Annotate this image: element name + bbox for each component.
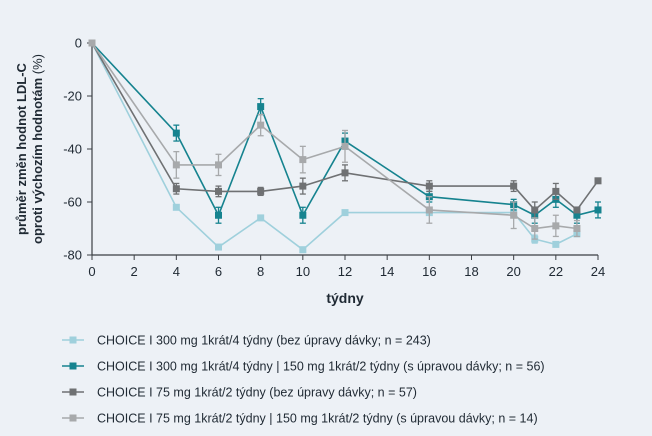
- data-point: [299, 156, 307, 164]
- data-point: [299, 246, 307, 254]
- legend-marker: [69, 388, 77, 396]
- data-point: [257, 187, 265, 195]
- y-tick-label: 0: [75, 36, 82, 51]
- data-point: [172, 161, 180, 169]
- data-point: [215, 243, 222, 251]
- data-point: [257, 214, 265, 222]
- legend-item-4: CHOICE I 75 mg 1krát/2 týdny | 150 mg 1k…: [62, 412, 538, 426]
- series-1: [88, 39, 581, 254]
- x-tick-label: 20: [506, 264, 520, 279]
- x-tick-label: 10: [296, 264, 310, 279]
- x-tick-label: 4: [173, 264, 180, 279]
- legend-item-2: CHOICE I 300 mg 1krát/4 týdny | 150 mg 1…: [62, 360, 545, 374]
- y-tick-label: -20: [63, 89, 82, 104]
- y-axis-title-line-2: oproti výchozím hodnotám (%): [30, 54, 45, 244]
- series-layer: [88, 39, 602, 254]
- data-point: [299, 211, 307, 219]
- series-line: [91, 42, 578, 230]
- x-tick-label: 24: [591, 264, 605, 279]
- data-point: [172, 129, 180, 137]
- data-point: [531, 206, 539, 214]
- x-tick-label: 8: [257, 264, 264, 279]
- legend: CHOICE I 300 mg 1krát/4 týdny (bez úprav…: [62, 334, 545, 426]
- data-point: [510, 182, 518, 190]
- legend-label: CHOICE I 300 mg 1krát/4 týdny (bez úprav…: [97, 334, 431, 348]
- data-point: [215, 161, 222, 169]
- y-axis-unit: (%): [30, 54, 45, 74]
- legend-marker: [69, 362, 77, 370]
- data-point: [594, 177, 602, 185]
- data-point: [573, 206, 581, 214]
- data-point: [594, 206, 602, 214]
- legend-item-3: CHOICE I 75 mg 1krát/2 týdny (bez úpravy…: [62, 386, 417, 400]
- y-axis-title-line-2-text: oproti výchozím hodnotám: [30, 78, 45, 244]
- data-point: [573, 211, 581, 219]
- data-point: [425, 182, 433, 190]
- legend-label: CHOICE I 75 mg 1krát/2 týdny | 150 mg 1k…: [97, 412, 538, 426]
- series-line: [91, 42, 578, 251]
- data-point: [341, 169, 349, 177]
- x-tick-label: 14: [380, 264, 394, 279]
- series-line: [91, 42, 599, 218]
- data-point: [172, 203, 180, 211]
- data-point: [257, 121, 265, 129]
- legend-label: CHOICE I 75 mg 1krát/2 týdny (bez úpravy…: [97, 386, 417, 400]
- y-tick-label: -80: [63, 248, 82, 263]
- y-axis-title-line-1: průměr změn hodnot LDL-C: [14, 62, 29, 234]
- data-point: [172, 185, 180, 193]
- data-point: [510, 211, 518, 219]
- x-tick-label: 0: [88, 264, 95, 279]
- x-tick-label: 12: [338, 264, 352, 279]
- x-tick-label: 2: [131, 264, 138, 279]
- data-point: [88, 39, 96, 47]
- y-tick-label: -60: [63, 195, 82, 210]
- data-point: [341, 142, 349, 150]
- x-axis-title: týdny: [326, 290, 364, 306]
- series-4: [88, 39, 581, 240]
- y-axis-title: průměr změn hodnot LDL-C oproti výchozím…: [14, 54, 45, 244]
- x-tick-label: 18: [464, 264, 478, 279]
- legend-marker: [69, 336, 77, 344]
- legend-label: CHOICE I 300 mg 1krát/4 týdny | 150 mg 1…: [97, 360, 545, 374]
- axes: 0 2 4 6 8 10 12 14 16 18 20 22 240-20-40-60-80: [63, 36, 605, 280]
- data-point: [215, 211, 222, 219]
- data-point: [531, 225, 539, 232]
- series-3: [88, 39, 602, 219]
- data-point: [425, 206, 433, 214]
- data-point: [552, 240, 560, 248]
- data-point: [552, 222, 560, 230]
- data-point: [341, 209, 349, 217]
- series-line: [91, 42, 599, 212]
- data-point: [299, 182, 307, 190]
- x-tick-label: 16: [422, 264, 436, 279]
- data-point: [552, 187, 560, 195]
- y-tick-label: -40: [63, 142, 82, 157]
- legend-marker: [69, 414, 77, 422]
- data-point: [215, 187, 222, 195]
- x-tick-label: 6: [215, 264, 222, 279]
- legend-item-1: CHOICE I 300 mg 1krát/4 týdny (bez úprav…: [62, 334, 431, 348]
- data-point: [573, 225, 581, 232]
- data-point: [257, 103, 265, 111]
- x-tick-label: 22: [549, 264, 563, 279]
